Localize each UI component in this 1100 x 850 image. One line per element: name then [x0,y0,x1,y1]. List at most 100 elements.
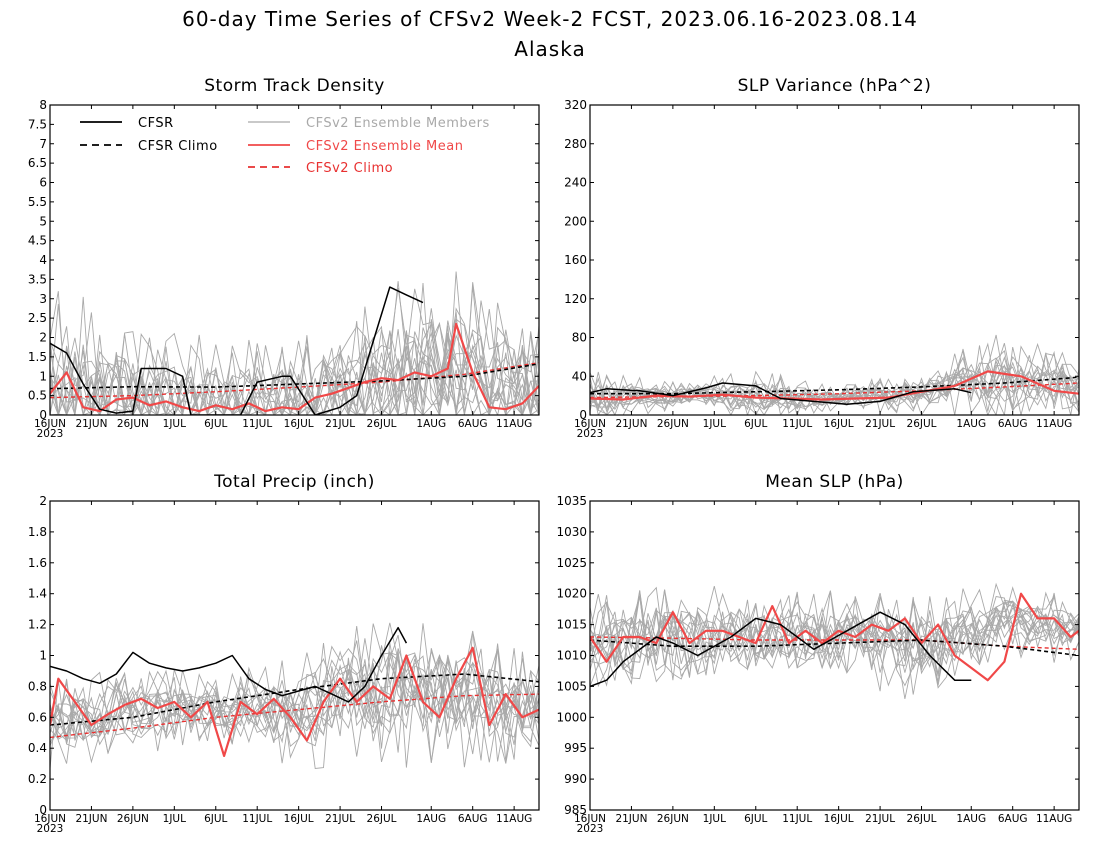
y-tick-label: 5.5 [28,195,47,209]
y-tick-label: 1 [39,369,47,383]
x-tick-label: 26JUL [907,813,937,825]
y-tick-label: 995 [564,741,587,755]
y-tick-label: 1025 [556,556,587,570]
cfsr-climo-line [590,639,1079,657]
y-tick-label: 3.5 [28,272,47,286]
x-tick-label: 16JUN [34,813,66,825]
panel-title: Storm Track Density [204,76,385,96]
x-tick-label: 6AUG [998,813,1028,825]
main-subtitle: Alaska [514,37,585,61]
y-tick-label: 7.5 [28,117,47,131]
x-tick-label: 21JUL [865,813,895,825]
x-tick-label: 11JUL [782,813,812,825]
ensemble-member-line [50,625,539,769]
x-tick-label: 21JUN [75,813,107,825]
y-tick-label: 320 [564,98,587,112]
panel-title: Mean SLP (hPa) [765,472,904,492]
y-tick-label: 2 [39,331,47,345]
legend-label-members: CFSv2 Ensemble Members [306,116,490,131]
x-tick-label: 1JUL [163,418,186,430]
x-tick-label: 16JUL [284,418,314,430]
legend: CFSR CFSR Climo CFSv2 Ensemble Members CFSv… [80,116,490,176]
x-year-label: 2023 [577,823,604,835]
x-tick-label: 26JUN [657,813,689,825]
y-tick-label: 6 [39,176,47,190]
x-tick-label: 6JUL [744,813,767,825]
x-tick-label: 16JUL [824,418,854,430]
y-tick-label: 3 [39,292,47,306]
panel-title: Total Precip (inch) [213,472,375,492]
ensemble-member-line [590,363,1079,415]
legend-label-ens-mean: CFSv2 Ensemble Mean [306,139,463,154]
x-tick-label: 26JUN [657,418,689,430]
ensemble-member-line [50,650,539,768]
x-tick-label: 26JUL [367,813,397,825]
ensemble-member-line [590,585,1079,687]
y-tick-label: 0.5 [28,389,47,403]
y-tick-label: 0.2 [28,772,47,786]
cfsv2-climo-line [590,382,1079,399]
x-tick-label: 6AUG [458,813,488,825]
y-tick-label: 0.6 [28,710,47,724]
ensemble-member-line [50,271,539,415]
plot-frame [49,500,540,811]
ensemble-member-line [50,322,539,415]
legend-label-cfsr-climo: CFSR Climo [138,139,218,154]
ensemble-member-line [590,345,1079,415]
y-tick-label: 40 [572,369,587,383]
y-tick-label: 280 [564,137,587,151]
cfsr-climo-line [50,673,539,726]
ensemble-member-line [50,282,539,415]
x-tick-label: 1JUL [703,813,726,825]
x-tick-label: 6JUL [204,418,227,430]
ensemble-mean-line [590,592,1079,682]
y-tick-label: 990 [564,772,587,786]
legend-label-cfsv2-climo: CFSv2 Climo [306,161,393,176]
ensemble-member-line [50,318,539,415]
y-tick-label: 1.8 [28,525,47,539]
y-tick-label: 1.2 [28,618,47,632]
x-tick-label: 1JUL [163,813,186,825]
y-tick-label: 1015 [556,618,587,632]
y-tick-label: 2.5 [28,311,47,325]
plot-area [50,622,539,769]
panel-2: SLP Variance (hPa^2) 0 40 80 120 160 200 240 280… [564,76,1080,440]
panel-title: SLP Variance (hPa^2) [738,76,932,96]
main-title: 60-day Time Series of CFSv2 Week-2 FCST,… [182,7,918,31]
y-tick-label: 2 [39,494,47,508]
y-tick-label: 6.5 [28,156,47,170]
x-year-label: 2023 [577,428,604,440]
y-tick-label: 4 [39,253,47,267]
x-year-label: 2023 [37,428,64,440]
x-tick-label: 26JUL [907,418,937,430]
x-tick-label: 1JUL [703,418,726,430]
y-tick-label: 1010 [556,649,587,663]
x-tick-label: 16JUL [284,813,314,825]
x-tick-label: 11AUG [1036,418,1072,430]
y-tick-label: 1.6 [28,556,47,570]
cfsv2-climo-line [50,362,539,399]
y-tick-label: 0.8 [28,679,47,693]
x-tick-label: 6AUG [458,418,488,430]
x-tick-label: 11AUG [1036,813,1072,825]
ensemble-member-line [50,300,539,415]
x-tick-label: 21JUL [865,418,895,430]
y-tick-label: 0.4 [28,741,47,755]
y-tick-label: 1005 [556,679,587,693]
ensemble-member-line [50,286,539,415]
x-tick-label: 1AUG [956,813,986,825]
y-tick-label: 0 [39,408,47,422]
ensemble-member-line [50,642,539,762]
y-tick-label: 80 [572,331,587,345]
y-tick-label: 5 [39,214,47,228]
y-tick-label: 0 [39,803,47,817]
panels: Storm Track Density 0 0.5 1 1.5 2 2.5 3 3.5 4 4.5 5… [28,76,1080,835]
ensemble-member-line [50,638,539,763]
x-tick-label: 6JUL [204,813,227,825]
y-tick-label: 1.4 [28,587,47,601]
x-tick-label: 21JUN [75,418,107,430]
x-tick-label: 21JUN [615,813,647,825]
y-tick-label: 120 [564,292,587,306]
cfsr-climo-line [50,363,539,390]
